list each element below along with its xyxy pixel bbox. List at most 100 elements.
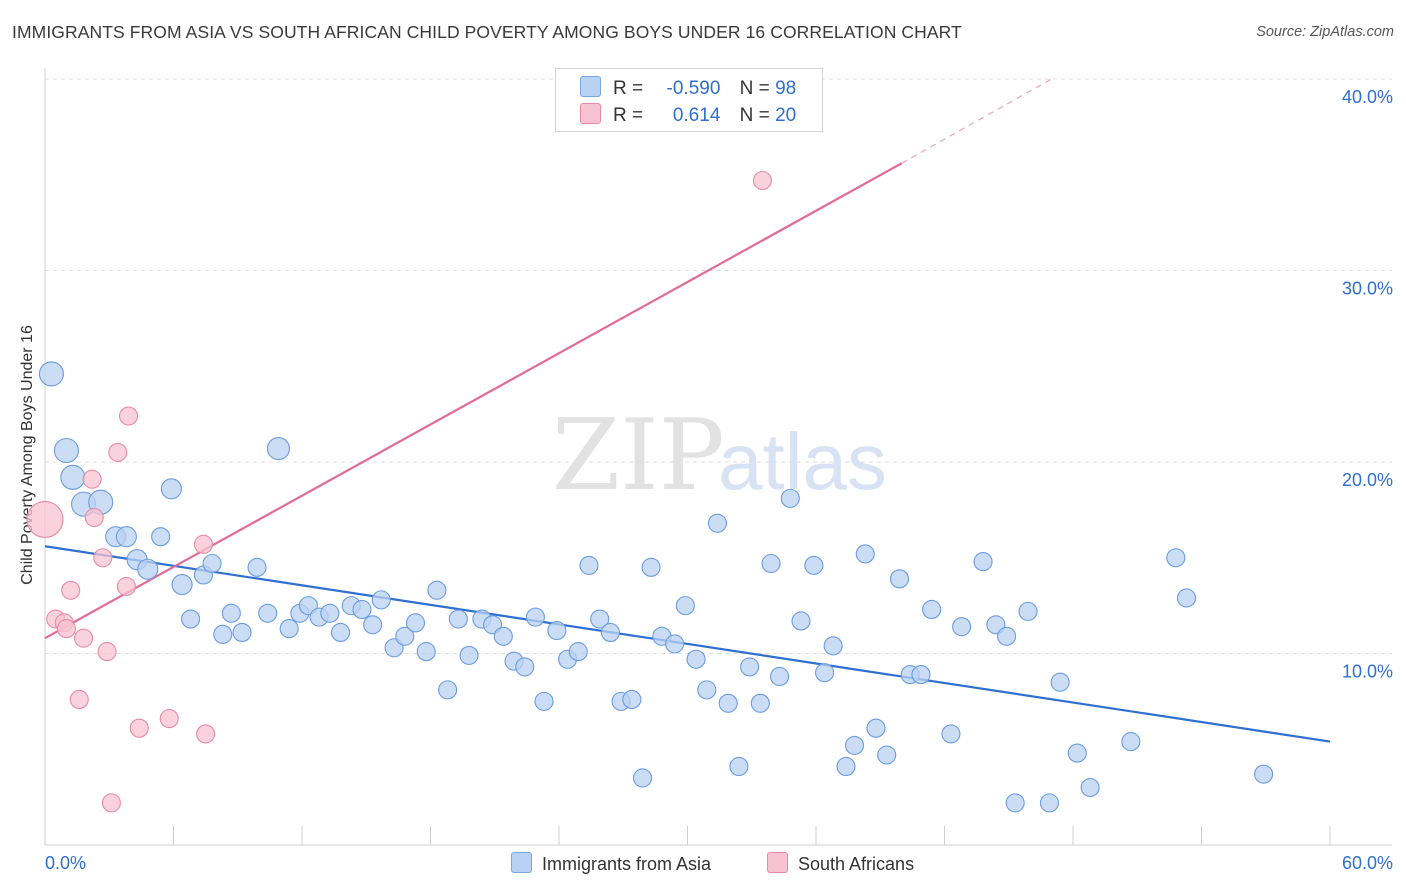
point-immigrants-from-asia <box>534 691 554 711</box>
point-immigrants-from-asia <box>525 607 545 627</box>
point-immigrants-from-asia <box>405 613 426 633</box>
point-immigrants-from-asia <box>352 599 372 620</box>
legend-n-label: N = <box>739 78 770 99</box>
legend-swatch-south-africans <box>580 103 601 124</box>
point-south-africans <box>97 642 117 662</box>
correlation-legend: R = -0.590 N = 98 R = 0.614 N = 20 <box>555 68 823 132</box>
point-immigrants-from-asia <box>889 569 910 589</box>
point-immigrants-from-asia <box>438 680 458 700</box>
point-immigrants-from-asia <box>202 553 222 574</box>
bottom-legend-south-africans: South Africans <box>767 852 914 875</box>
trend-lines <box>44 78 1331 743</box>
legend-r-label: R = <box>613 78 644 99</box>
point-immigrants-from-asia <box>1067 743 1087 763</box>
point-immigrants-from-asia <box>266 437 290 461</box>
x-tick-label: 60.0% <box>1342 853 1393 873</box>
point-immigrants-from-asia <box>729 756 749 777</box>
tick-labels: 10.0% 20.0% 30.0% 40.0% 0.0% 60.0% <box>45 87 1393 873</box>
point-immigrants-from-asia <box>750 693 770 713</box>
y-tick-label: 20.0% <box>1342 470 1393 490</box>
point-south-africans <box>118 406 139 426</box>
point-immigrants-from-asia <box>844 735 865 755</box>
point-south-africans <box>61 580 81 600</box>
point-immigrants-from-asia <box>459 645 479 665</box>
point-immigrants-from-asia <box>320 603 340 623</box>
point-immigrants-from-asia <box>547 620 567 641</box>
point-immigrants-from-asia <box>600 622 620 642</box>
point-immigrants-from-asia <box>279 619 299 639</box>
point-immigrants-from-asia <box>823 636 843 656</box>
chart-title: IMMIGRANTS FROM ASIA VS SOUTH AFRICAN CH… <box>12 22 962 42</box>
point-immigrants-from-asia <box>941 724 961 744</box>
point-immigrants-from-asia <box>1080 777 1100 798</box>
point-immigrants-from-asia <box>866 718 886 738</box>
point-immigrants-from-asia <box>665 634 685 654</box>
point-south-africans <box>56 619 76 639</box>
point-immigrants-from-asia <box>973 552 993 572</box>
point-south-africans <box>26 500 64 539</box>
point-immigrants-from-asia <box>632 768 653 788</box>
point-immigrants-from-asia <box>622 689 642 710</box>
point-south-africans <box>108 442 128 462</box>
y-tick-label: 10.0% <box>1342 662 1393 682</box>
point-immigrants-from-asia <box>568 642 588 662</box>
legend-n-label: N = <box>739 105 770 126</box>
point-south-africans <box>93 548 113 568</box>
point-immigrants-from-asia <box>515 657 535 677</box>
point-immigrants-from-asia <box>493 626 513 646</box>
bottom-legend-swatch-asia <box>511 852 532 873</box>
point-immigrants-from-asia <box>232 622 252 642</box>
point-south-africans <box>752 170 773 191</box>
point-immigrants-from-asia <box>997 626 1017 646</box>
point-south-africans <box>196 724 216 744</box>
point-immigrants-from-asia <box>115 526 137 548</box>
watermark-zip: ZIP <box>552 399 725 513</box>
legend-r-value: -0.590 <box>666 78 721 99</box>
bottom-legend-swatch-south-africans <box>767 852 788 873</box>
watermark: ZIP atlas <box>552 399 887 513</box>
point-immigrants-from-asia <box>171 574 193 596</box>
point-immigrants-from-asia <box>911 665 931 685</box>
point-immigrants-from-asia <box>707 513 728 533</box>
point-immigrants-from-asia <box>330 622 351 642</box>
point-immigrants-from-asia <box>770 666 790 687</box>
point-immigrants-from-asia <box>363 615 383 635</box>
point-immigrants-from-asia <box>181 609 201 629</box>
point-immigrants-from-asia <box>579 555 599 575</box>
point-immigrants-from-asia <box>855 544 875 564</box>
point-immigrants-from-asia <box>416 642 436 662</box>
point-south-africans <box>193 534 214 554</box>
point-immigrants-from-asia <box>590 609 610 629</box>
point-immigrants-from-asia <box>1039 793 1059 813</box>
bottom-legend-label-south-africans: South Africans <box>798 854 915 874</box>
point-immigrants-from-asia <box>780 488 800 508</box>
point-immigrants-from-asia <box>258 603 278 623</box>
point-immigrants-from-asia <box>1018 601 1038 621</box>
point-immigrants-from-asia <box>804 555 824 575</box>
point-immigrants-from-asia <box>53 437 79 464</box>
bottom-legend-asia: Immigrants from Asia <box>511 852 711 875</box>
point-immigrants-from-asia <box>740 657 760 677</box>
y-tick-label: 40.0% <box>1342 87 1393 107</box>
trendline-south-africans <box>44 162 903 640</box>
point-immigrants-from-asia <box>641 557 661 577</box>
legend-swatch-asia <box>580 76 601 97</box>
point-immigrants-from-asia <box>38 361 64 387</box>
point-immigrants-from-asia <box>686 649 706 669</box>
trendline-south-africans-extension <box>901 78 1052 164</box>
legend-n-value: 20 <box>775 105 797 126</box>
point-immigrants-from-asia <box>1050 672 1070 692</box>
bottom-legend-label-asia: Immigrants from Asia <box>542 854 712 874</box>
point-immigrants-from-asia <box>697 680 717 700</box>
point-immigrants-from-asia <box>60 464 86 490</box>
legend-row-south-africans: R = 0.614 N = 20 <box>580 103 796 127</box>
point-south-africans <box>74 628 94 648</box>
point-south-africans <box>116 576 136 597</box>
source-label: Source: ZipAtlas.com <box>1256 24 1394 40</box>
legend-r-value: 0.614 <box>667 105 721 126</box>
point-immigrants-from-asia <box>160 478 182 500</box>
point-immigrants-from-asia <box>952 617 972 637</box>
point-immigrants-from-asia <box>371 590 391 610</box>
point-immigrants-from-asia <box>718 693 738 713</box>
